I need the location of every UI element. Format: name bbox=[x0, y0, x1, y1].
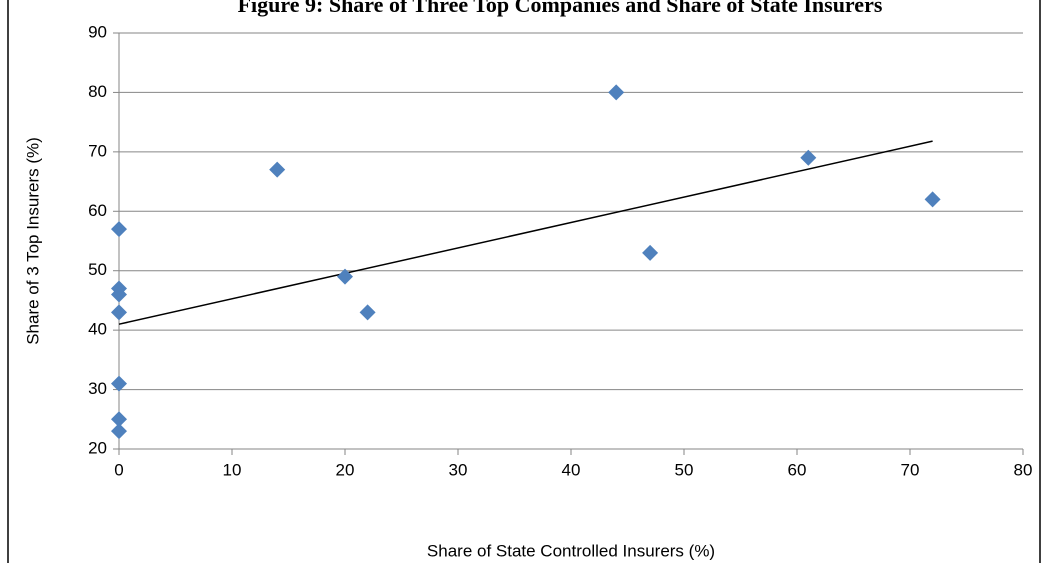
x-axis-label: Share of State Controlled Insurers (%) bbox=[427, 541, 715, 560]
y-tick-label: 60 bbox=[88, 201, 107, 220]
data-point bbox=[337, 268, 353, 285]
x-tick-label: 30 bbox=[449, 460, 468, 479]
data-point bbox=[269, 161, 286, 178]
data-point bbox=[111, 375, 127, 392]
y-tick-label: 40 bbox=[88, 320, 107, 339]
data-point bbox=[642, 244, 659, 261]
trendline bbox=[118, 140, 933, 325]
data-point bbox=[111, 221, 127, 238]
x-tick-label: 20 bbox=[336, 460, 355, 479]
y-tick-label: 20 bbox=[88, 438, 107, 457]
data-point bbox=[800, 149, 817, 166]
x-tick-label: 0 bbox=[114, 460, 123, 479]
x-tick-label: 80 bbox=[1014, 460, 1033, 479]
y-axis-label: Share of 3 Top Insurers (%) bbox=[23, 137, 42, 345]
chart-title: Figure 9: Share of Three Top Companies a… bbox=[238, 0, 883, 17]
data-point bbox=[111, 304, 127, 321]
y-tick-label: 50 bbox=[88, 260, 107, 279]
chart-frame bbox=[7, 0, 1041, 563]
data-point bbox=[111, 411, 127, 428]
data-point bbox=[359, 304, 376, 321]
y-tick-label: 70 bbox=[88, 141, 107, 160]
data-point bbox=[111, 286, 127, 303]
data-point bbox=[111, 423, 127, 440]
data-point bbox=[608, 84, 625, 101]
x-tick-label: 40 bbox=[562, 460, 581, 479]
y-tick-label: 80 bbox=[88, 82, 107, 101]
y-tick-label: 90 bbox=[88, 22, 107, 41]
x-tick-label: 50 bbox=[675, 460, 694, 479]
data-point bbox=[924, 191, 941, 208]
x-tick-label: 70 bbox=[901, 460, 920, 479]
y-tick-label: 30 bbox=[88, 379, 107, 398]
x-tick-label: 60 bbox=[788, 460, 807, 479]
x-tick-label: 10 bbox=[223, 460, 242, 479]
